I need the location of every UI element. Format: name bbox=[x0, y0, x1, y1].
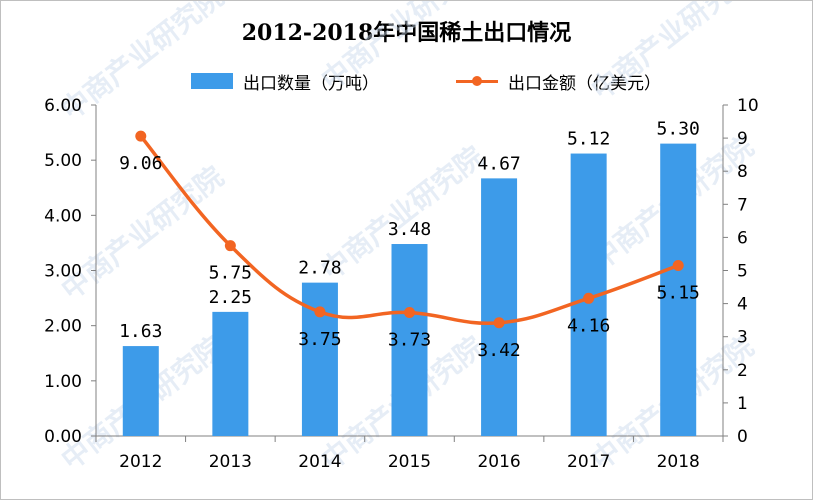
y-tick-label-left: 6.00 bbox=[44, 96, 82, 116]
legend-label-value: 出口金额（亿美元） bbox=[508, 73, 661, 94]
x-tick-label: 2018 bbox=[657, 452, 700, 472]
x-tick-label: 2016 bbox=[477, 452, 520, 472]
data-label-quantity: 2.78 bbox=[298, 258, 341, 279]
line-value-point bbox=[583, 292, 595, 304]
y-tick-label-right: 10 bbox=[737, 96, 759, 116]
y-tick-label-right: 4 bbox=[737, 295, 748, 315]
y-tick-label-right: 6 bbox=[737, 228, 748, 248]
data-label-value: 3.73 bbox=[388, 330, 431, 351]
data-label-quantity: 1.63 bbox=[119, 321, 162, 342]
y-tick-label-right: 0 bbox=[737, 427, 748, 447]
data-label-value: 4.16 bbox=[567, 315, 610, 336]
line-layer bbox=[135, 130, 684, 329]
x-tick-label: 2013 bbox=[209, 452, 252, 472]
watermark-text: 中商产业研究院 bbox=[55, 160, 230, 307]
y-tick-label-right: 7 bbox=[737, 195, 748, 215]
y-tick-label-left: 1.00 bbox=[44, 372, 82, 392]
data-label-value: 9.06 bbox=[119, 153, 162, 174]
chart-legend: 出口数量（万吨） 出口金额（亿美元） bbox=[1, 67, 812, 95]
data-label-quantity: 3.48 bbox=[388, 219, 431, 240]
y-tick-label-left: 0.00 bbox=[44, 427, 82, 447]
legend-item-value: 出口金额（亿美元） bbox=[456, 67, 661, 95]
data-label-quantity: 4.67 bbox=[477, 153, 520, 174]
y-tick-label-left: 2.00 bbox=[44, 317, 82, 337]
data-label-value: 5.75 bbox=[209, 263, 252, 284]
y-tick-label-left: 5.00 bbox=[44, 151, 82, 171]
legend-line-swatch bbox=[456, 73, 498, 89]
line-value-point bbox=[493, 317, 505, 329]
y-tick-label-left: 3.00 bbox=[44, 262, 82, 282]
axes-layer: 0.00 1.00 2.00 3.00 4.00 5.00 6.00 0 1 2 3 4 5 6 7 8 9 10… bbox=[44, 96, 759, 472]
line-value-point bbox=[404, 307, 415, 319]
data-label-value: 3.75 bbox=[298, 329, 341, 350]
y-tick-label-right: 3 bbox=[737, 328, 748, 348]
x-tick-label: 2012 bbox=[119, 452, 162, 472]
legend-item-quantity: 出口数量（万吨） bbox=[191, 67, 379, 95]
chart-title: 2012-2018年中国稀土出口情况 bbox=[241, 20, 572, 46]
x-tick-label: 2015 bbox=[388, 452, 431, 472]
y-tick-label-right: 2 bbox=[737, 361, 748, 381]
data-label-value: 3.42 bbox=[477, 340, 520, 361]
x-tick-label: 2014 bbox=[298, 452, 341, 472]
data-labels-layer: 1.63 2.25 2.78 3.48 4.67 5.12 5.30 9.06 5.75 3.75… bbox=[119, 119, 700, 361]
bar-quantity bbox=[212, 311, 249, 436]
line-value-point bbox=[135, 130, 147, 142]
line-value-point bbox=[314, 306, 326, 318]
x-tick-label: 2017 bbox=[567, 452, 610, 472]
bar-quantity bbox=[660, 143, 697, 436]
line-value-point bbox=[672, 260, 684, 272]
bar-quantity bbox=[481, 178, 518, 436]
y-tick-label-right: 5 bbox=[737, 262, 748, 282]
bar-quantity bbox=[391, 244, 428, 436]
y-tick-label-left: 4.00 bbox=[44, 206, 82, 226]
legend-label-quantity: 出口数量（万吨） bbox=[243, 73, 379, 94]
bar-quantity bbox=[122, 346, 159, 436]
data-label-quantity: 2.25 bbox=[209, 287, 252, 308]
data-label-quantity: 5.12 bbox=[567, 129, 610, 150]
y-tick-label-right: 1 bbox=[737, 394, 748, 414]
legend-bar-swatch bbox=[191, 73, 233, 89]
line-value-point bbox=[224, 240, 236, 252]
data-label-value: 5.15 bbox=[657, 283, 700, 304]
watermark-text: 中商产业研究院 bbox=[315, 1, 490, 97]
watermark-text: 中商产业研究院 bbox=[585, 1, 760, 107]
data-label-quantity: 5.30 bbox=[657, 119, 700, 140]
y-tick-label-right: 8 bbox=[737, 162, 748, 182]
y-tick-label-right: 9 bbox=[737, 129, 748, 149]
